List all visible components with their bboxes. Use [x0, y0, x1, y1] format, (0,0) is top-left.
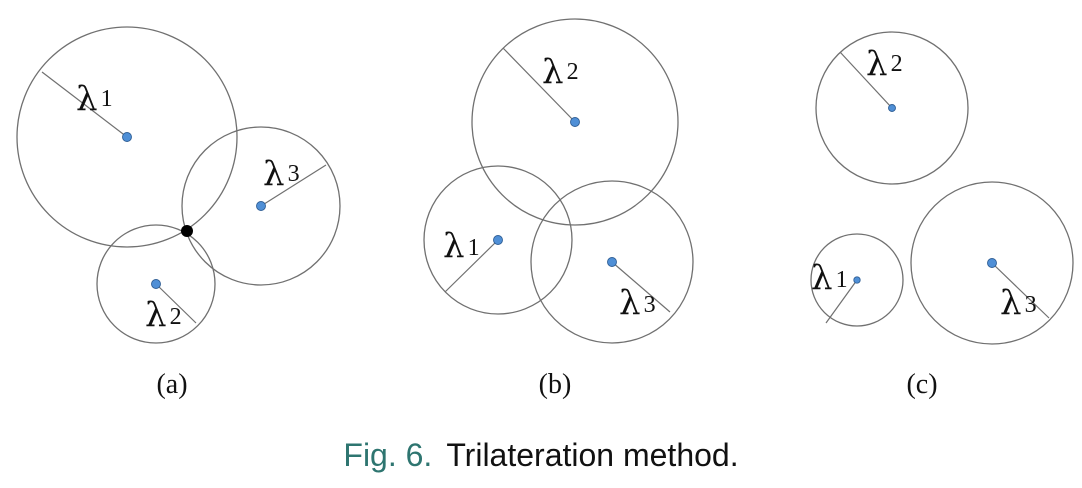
panel-label-a: (a) — [156, 369, 187, 400]
anchor-node-2 — [888, 104, 896, 112]
radius-line-1 — [825, 279, 858, 324]
anchor-node-3 — [987, 258, 997, 268]
anchor-node-3 — [607, 257, 617, 267]
range-circle-1 — [810, 233, 904, 327]
anchor-node-1 — [493, 235, 503, 245]
range-circle-3 — [530, 180, 694, 344]
radius-line-1 — [41, 71, 128, 138]
radius-line-2 — [839, 51, 893, 109]
radius-line-2 — [155, 283, 197, 324]
radius-line-2 — [502, 47, 576, 123]
radius-line-3 — [260, 164, 327, 207]
anchor-node-2 — [151, 279, 161, 289]
anchor-node-1 — [122, 132, 132, 142]
anchor-node-2 — [570, 117, 580, 127]
anchor-node-1 — [853, 276, 861, 284]
range-circle-2 — [815, 31, 969, 185]
figure-caption: Fig. 6. Trilateration method. — [343, 437, 738, 473]
range-circle-1 — [16, 26, 238, 248]
anchor-node-3 — [256, 201, 266, 211]
panel-label-b: (b) — [539, 369, 572, 400]
range-circle-1 — [423, 165, 573, 315]
radius-line-3 — [991, 262, 1050, 319]
range-circle-3 — [910, 181, 1074, 345]
radius-line-3 — [611, 261, 671, 313]
intersection-point — [181, 225, 193, 237]
range-circle-2 — [96, 224, 216, 344]
panel-label-c: (c) — [906, 369, 937, 400]
range-circle-2 — [471, 18, 679, 226]
radius-line-1 — [444, 239, 499, 293]
caption-prefix: Fig. 6. — [343, 437, 432, 473]
range-circle-3 — [181, 126, 341, 286]
caption-text: Trilateration method. — [446, 437, 738, 473]
